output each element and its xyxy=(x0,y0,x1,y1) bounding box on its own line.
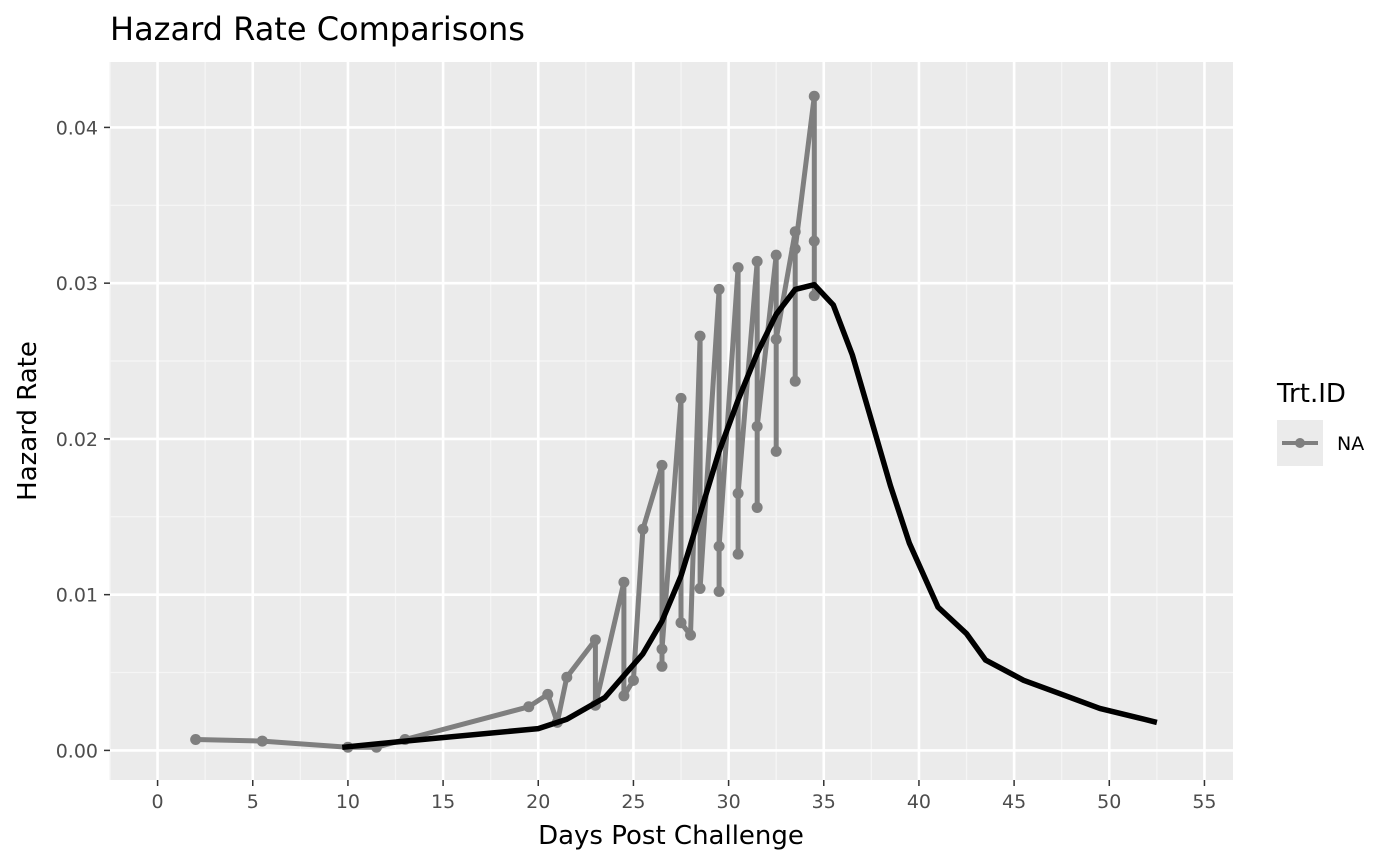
series-na-point xyxy=(656,660,668,672)
series-na-point xyxy=(732,262,744,274)
series-na-point xyxy=(561,671,573,683)
x-tick-label: 0 xyxy=(152,791,164,813)
series-na-point xyxy=(675,617,687,629)
fitted-curve-line xyxy=(341,281,1158,751)
series-na-point xyxy=(637,523,649,535)
series-na-point xyxy=(694,582,706,594)
series-na-point xyxy=(675,392,687,404)
series-na-point xyxy=(618,576,630,588)
series-na-point xyxy=(685,629,697,641)
chart-title: Hazard Rate Comparisons xyxy=(110,10,525,48)
legend-entry-label: NA xyxy=(1337,433,1364,455)
series-na-point xyxy=(713,540,725,552)
series-na-point xyxy=(713,586,725,598)
y-axis-title: Hazard Rate xyxy=(13,341,43,501)
series-na-point xyxy=(808,90,820,102)
series-na-point xyxy=(256,735,268,747)
y-tick-label: 0.02 xyxy=(56,429,98,451)
series-na-point xyxy=(542,688,554,700)
x-axis-ticks: 0 5 10 15 20 25 30 35 40 45 50 55 xyxy=(152,780,1217,813)
series-na-point xyxy=(618,690,630,702)
x-tick-label: 15 xyxy=(431,791,455,813)
series-na-point xyxy=(789,243,801,255)
series-na-point xyxy=(190,734,202,746)
legend-title: Trt.ID xyxy=(1276,379,1346,409)
x-tick-label: 35 xyxy=(812,791,836,813)
series-na-point xyxy=(713,283,725,295)
series-na-point xyxy=(656,643,668,655)
x-tick-label: 40 xyxy=(907,791,931,813)
series-na-point xyxy=(694,330,706,342)
x-tick-label: 55 xyxy=(1192,791,1216,813)
legend: Trt.ID NA xyxy=(1276,379,1364,466)
series-na-point xyxy=(789,226,801,238)
series-na-point xyxy=(770,445,782,457)
x-tick-label: 30 xyxy=(717,791,741,813)
x-axis-title: Days Post Challenge xyxy=(538,821,804,851)
series-na-point xyxy=(808,235,820,247)
x-tick-label: 20 xyxy=(526,791,550,813)
series-na-point xyxy=(523,701,535,713)
series-layer xyxy=(190,90,1158,753)
series-na-point xyxy=(808,290,820,302)
series-na-point xyxy=(751,255,763,267)
x-tick-label: 5 xyxy=(247,791,259,813)
plot-panel xyxy=(110,62,1233,780)
x-tick-label: 10 xyxy=(336,791,360,813)
series-na-point xyxy=(789,375,801,387)
series-na-point xyxy=(732,548,744,560)
series-na-point xyxy=(627,674,639,686)
y-tick-label: 0.04 xyxy=(56,117,98,139)
series-na-point xyxy=(751,501,763,513)
series-na-point xyxy=(770,333,782,345)
series-na-point xyxy=(770,249,782,261)
series-na-point xyxy=(751,420,763,432)
series-na-point xyxy=(732,487,744,499)
y-axis-ticks: 0.00 0.01 0.02 0.03 0.04 xyxy=(56,117,110,762)
series-na-point xyxy=(656,459,668,471)
legend-key-point xyxy=(1295,438,1305,448)
x-tick-label: 50 xyxy=(1097,791,1121,813)
x-tick-label: 25 xyxy=(621,791,645,813)
x-tick-label: 45 xyxy=(1002,791,1026,813)
series-na-point xyxy=(589,634,601,646)
y-tick-label: 0.00 xyxy=(56,740,98,762)
y-tick-label: 0.01 xyxy=(56,585,98,607)
y-tick-label: 0.03 xyxy=(56,273,98,295)
